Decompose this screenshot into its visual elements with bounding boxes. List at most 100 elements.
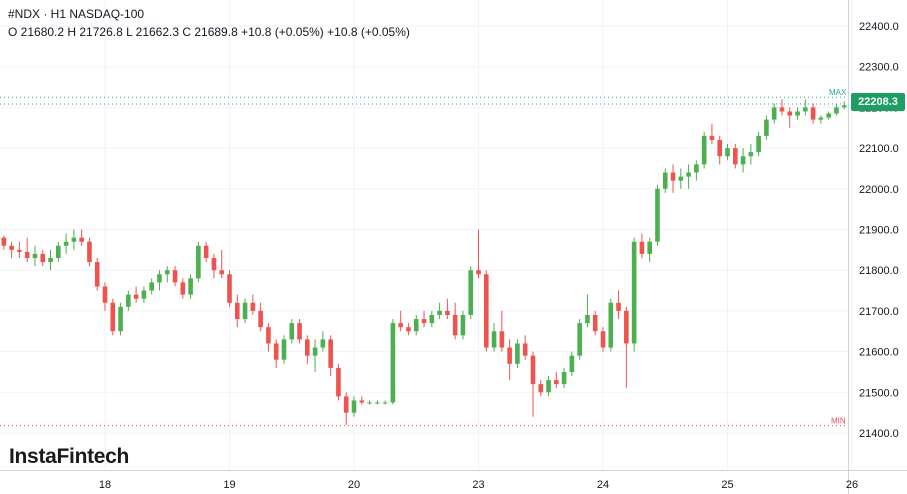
candle-up bbox=[320, 339, 326, 348]
candle-down bbox=[219, 270, 225, 275]
x-tick-label: 26 bbox=[846, 479, 858, 491]
candle-down bbox=[110, 302, 116, 332]
symbol-title: #NDX · H1 NASDAQ-100 bbox=[8, 7, 145, 21]
candle-down bbox=[266, 327, 271, 344]
candle-down bbox=[258, 310, 263, 328]
candle-up bbox=[32, 253, 38, 258]
candle-down bbox=[250, 302, 256, 311]
candle-down bbox=[717, 139, 723, 157]
candle-up bbox=[608, 302, 614, 348]
y-tick-label: 22100.0 bbox=[859, 143, 899, 155]
candle-down bbox=[9, 245, 14, 250]
candle-up bbox=[164, 270, 170, 275]
candle-down bbox=[297, 323, 302, 340]
candle-up bbox=[48, 257, 53, 263]
candle-down bbox=[639, 241, 645, 254]
candle-down bbox=[530, 355, 536, 385]
candle-up bbox=[515, 343, 520, 364]
candle-up bbox=[841, 105, 847, 108]
candle-down bbox=[24, 251, 30, 258]
candle-up bbox=[188, 278, 193, 295]
y-tick-label: 21500.0 bbox=[859, 387, 899, 399]
candle-down bbox=[234, 302, 240, 320]
candle-down bbox=[592, 314, 598, 332]
candle-up bbox=[382, 402, 388, 404]
x-tick-label: 25 bbox=[721, 479, 733, 491]
candle-down bbox=[398, 323, 403, 328]
x-tick-label: 18 bbox=[99, 479, 111, 491]
candle-down bbox=[624, 310, 629, 344]
candle-down bbox=[94, 262, 100, 287]
candle-up bbox=[289, 323, 295, 340]
candle-up bbox=[468, 270, 474, 315]
x-tick-label: 23 bbox=[472, 479, 484, 491]
candle-up bbox=[63, 241, 69, 246]
candle-up bbox=[678, 176, 684, 181]
candle-down bbox=[670, 172, 676, 181]
candle-up bbox=[740, 156, 746, 165]
candle-up bbox=[413, 319, 419, 332]
candle-up bbox=[141, 290, 147, 299]
candle-down bbox=[133, 294, 139, 299]
y-tick-label: 21700.0 bbox=[859, 306, 899, 318]
candle-down bbox=[810, 107, 816, 120]
candle-down bbox=[554, 380, 559, 385]
candle-down bbox=[600, 331, 606, 348]
x-tick-label: 19 bbox=[223, 479, 235, 491]
candle-down bbox=[79, 237, 84, 242]
candle-up bbox=[569, 355, 575, 372]
candle-down bbox=[421, 319, 427, 324]
candle-up bbox=[756, 135, 761, 153]
candle-up bbox=[577, 323, 582, 356]
ohlc-readout: O 21680.2 H 21726.8 L 21662.3 C 21689.8 … bbox=[8, 25, 410, 39]
candle-down bbox=[211, 257, 217, 271]
candle-up bbox=[149, 282, 154, 291]
candle-down bbox=[538, 384, 544, 393]
candle-up bbox=[725, 148, 730, 157]
candle-up bbox=[701, 135, 707, 165]
instafintech-logo: InstaFintech bbox=[9, 445, 130, 468]
candle-down bbox=[40, 253, 46, 263]
x-tick-label: 24 bbox=[597, 479, 609, 491]
candle-up bbox=[655, 188, 660, 242]
candle-down bbox=[452, 314, 458, 336]
candle-down bbox=[328, 339, 333, 368]
y-tick-label: 21800.0 bbox=[859, 265, 899, 277]
candle-down bbox=[499, 331, 505, 348]
candle-up bbox=[748, 152, 754, 157]
candle-up bbox=[126, 294, 131, 307]
candle-down bbox=[406, 327, 411, 332]
candle-up bbox=[351, 400, 357, 413]
candle-up bbox=[437, 310, 442, 315]
candle-up bbox=[795, 111, 800, 116]
y-tick-label: 22400.0 bbox=[859, 21, 899, 33]
candle-up bbox=[771, 107, 777, 120]
candle-up bbox=[429, 314, 435, 324]
candle-down bbox=[445, 310, 450, 315]
candle-down bbox=[787, 111, 793, 116]
candle-up bbox=[312, 347, 318, 356]
candle-down bbox=[336, 367, 341, 397]
candle-down bbox=[476, 270, 481, 275]
candle-up bbox=[686, 172, 691, 177]
y-tick-label: 21400.0 bbox=[859, 428, 899, 440]
x-tick-label: 20 bbox=[348, 479, 360, 491]
candle-down bbox=[17, 249, 22, 252]
candle-down bbox=[359, 400, 365, 403]
candle-down bbox=[180, 282, 186, 295]
candle-up bbox=[662, 172, 668, 189]
candle-up bbox=[118, 306, 123, 332]
candle-up bbox=[764, 119, 769, 136]
candle-up bbox=[803, 107, 808, 112]
candle-up bbox=[157, 274, 162, 283]
y-tick-label: 22300.0 bbox=[859, 62, 899, 74]
candle-up bbox=[834, 107, 839, 114]
y-tick-label: 21600.0 bbox=[859, 347, 899, 359]
candle-up bbox=[694, 164, 699, 173]
candle-up bbox=[826, 113, 831, 118]
candle-down bbox=[1, 237, 7, 246]
candle-down bbox=[343, 396, 349, 413]
candle-down bbox=[483, 274, 489, 348]
y-tick-label: 22000.0 bbox=[859, 184, 899, 196]
